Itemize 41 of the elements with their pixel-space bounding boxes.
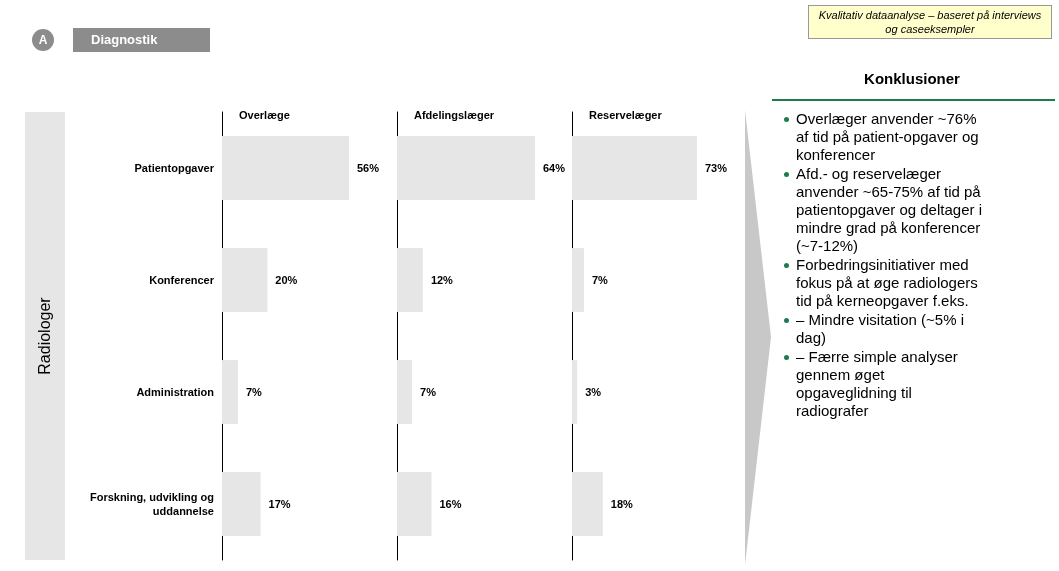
bar	[572, 248, 584, 312]
bar	[397, 248, 423, 312]
bar	[572, 136, 697, 200]
data-label: 7%	[245, 386, 262, 398]
text: Afd.- og reservelæger anvender ~65-75% af tid på patientopgaver og deltager i mindre grad på konferencer (~7-12%)	[796, 165, 982, 254]
bar	[222, 472, 261, 536]
data-label: 12%	[430, 274, 454, 286]
chart-title: Overlæge	[239, 108, 290, 121]
text: Overlæger anvender ~76% af tid på patient-opgaver og konferencer	[796, 110, 979, 163]
y-tick-label: Administration	[136, 386, 215, 398]
text: Konklusioner	[863, 70, 961, 87]
data-label: 16%	[439, 498, 462, 510]
bar	[572, 360, 578, 424]
data-label: 56%	[357, 162, 380, 174]
data-label: 18%	[610, 498, 634, 510]
bar	[222, 248, 268, 312]
text: Diagnostik	[73, 28, 210, 52]
bar	[222, 136, 349, 200]
bar	[397, 360, 413, 424]
y-axis-title: Radiologer	[36, 297, 54, 375]
bar	[572, 472, 603, 536]
data-label: 17%	[268, 498, 291, 510]
chart-title: Afdelingslæger	[414, 108, 495, 121]
bar	[397, 136, 535, 200]
data-label: 3%	[585, 386, 602, 398]
text: Kvalitativ dataanalyse – baseret på interviews og caseeksempler	[808, 5, 1052, 39]
bar	[222, 360, 238, 424]
text: A	[32, 29, 54, 51]
data-label: 73%	[705, 162, 728, 174]
data-label: 64%	[543, 162, 566, 174]
text: Forbedringsinitiativer med fokus på at øge radiologers tid på kerneopgaver f.eks.	[796, 256, 978, 309]
y-tick-label: Patientopgaver	[134, 162, 215, 174]
data-label: 7%	[420, 386, 437, 398]
y-tick-label: Forskning, udvikling og uddannelse	[89, 491, 214, 517]
data-label: 20%	[275, 274, 298, 286]
text: – Mindre visitation (~5% i dag)	[796, 311, 964, 346]
bar	[397, 472, 432, 536]
y-tick-label: Konferencer	[149, 274, 215, 286]
text: – Færre simple analyser gennem øget opgaveglidning til radiografer	[796, 348, 958, 419]
data-label: 7%	[591, 274, 609, 286]
chart-title: Reservelæger	[589, 108, 663, 121]
